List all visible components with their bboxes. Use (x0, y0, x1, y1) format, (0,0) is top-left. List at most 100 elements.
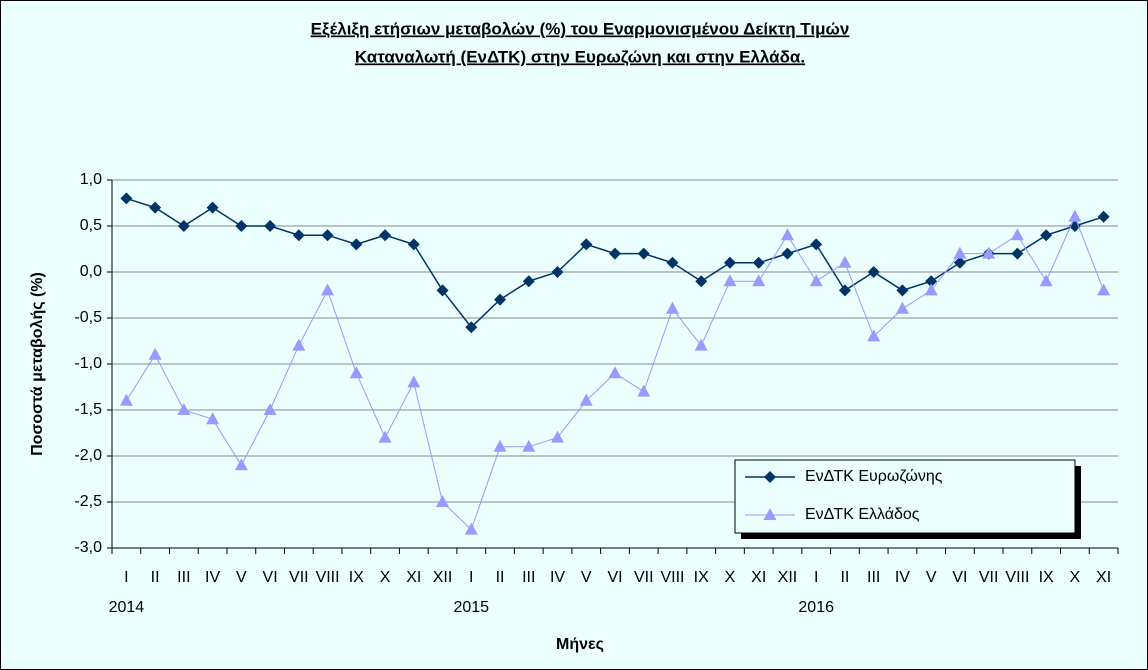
x-axis-label: Μήνες (556, 636, 604, 653)
point (838, 284, 851, 297)
y-tick-label: 0,5 (80, 217, 102, 234)
point (1097, 210, 1110, 223)
point (436, 495, 450, 507)
point (780, 228, 794, 241)
point (1010, 228, 1024, 241)
point (665, 301, 679, 314)
x-tick-label: V (581, 569, 592, 586)
x-tick-label: XI (1096, 569, 1111, 586)
point (149, 201, 162, 214)
y-tick-label: -1,5 (74, 401, 102, 418)
point (810, 238, 823, 251)
point (264, 220, 277, 232)
point (752, 256, 765, 269)
point (349, 366, 363, 379)
point (781, 247, 794, 260)
point (177, 403, 191, 415)
point (1040, 229, 1053, 242)
point (494, 293, 507, 306)
x-tick-label: IX (1039, 569, 1054, 586)
point (609, 247, 621, 260)
point (407, 375, 421, 388)
point (263, 403, 277, 415)
point (723, 274, 737, 287)
point (579, 393, 593, 406)
x-tick-label: VIII (660, 569, 684, 586)
x-tick-label: V (236, 569, 247, 586)
y-tick-label: -0,5 (74, 309, 102, 326)
y-axis-label: Ποσοστά μεταβολής (%) (29, 272, 46, 456)
point (764, 471, 776, 483)
x-tick-label: VII (634, 569, 654, 586)
point (551, 430, 565, 443)
point (235, 220, 248, 232)
point (407, 238, 420, 251)
x-tick-label: II (496, 569, 505, 586)
x-tick-label: IX (694, 569, 709, 586)
x-tick-label: X (1070, 569, 1081, 586)
x-tick-label: I (124, 569, 128, 586)
point (177, 220, 190, 232)
point (292, 229, 305, 242)
x-tick-label: X (380, 569, 391, 586)
year-label: 2015 (453, 599, 489, 616)
point (666, 256, 679, 269)
point (695, 275, 708, 288)
x-tick-label: IV (550, 569, 565, 586)
point (551, 266, 564, 278)
x-tick-label: VII (289, 569, 309, 586)
y-tick-label: 0,0 (80, 263, 102, 280)
x-tick-label: VI (607, 569, 622, 586)
point (608, 366, 622, 379)
x-tick-label: VI (263, 569, 278, 586)
point (896, 284, 909, 297)
year-label: 2014 (109, 599, 145, 616)
legend (734, 459, 1076, 534)
point (752, 274, 766, 287)
point (1011, 247, 1024, 260)
x-tick-label: X (725, 569, 736, 586)
point (522, 275, 535, 288)
x-tick-label: IX (349, 569, 364, 586)
point (522, 439, 536, 452)
point (465, 321, 478, 334)
x-tick-label: VI (952, 569, 967, 586)
point (580, 238, 593, 251)
point (895, 301, 909, 314)
x-tick-label: I (814, 569, 818, 586)
point (350, 238, 363, 251)
point (379, 229, 392, 242)
x-tick-label: IV (205, 569, 220, 586)
point (953, 256, 966, 269)
point (1068, 209, 1082, 222)
point (867, 266, 880, 278)
chart-title: Καταναλωτή (ΕνΔΤΚ) στην Ευρωζώνη και στη… (355, 47, 805, 66)
chart-title: Εξέλιξη ετήσιων μεταβολών (%) του Εναρμο… (311, 19, 850, 38)
x-tick-label: III (867, 569, 880, 586)
point (1097, 283, 1111, 296)
legend-label: ΕνΔΤΚ Ευρωζώνης (805, 468, 943, 485)
point (148, 347, 162, 360)
point (838, 255, 852, 268)
x-tick-label: XII (778, 569, 798, 586)
point (694, 338, 708, 351)
x-tick-label: VII (979, 569, 999, 586)
x-tick-label: XI (751, 569, 766, 586)
y-tick-label: -2,5 (74, 493, 102, 510)
point (436, 284, 449, 297)
point (292, 338, 306, 351)
x-tick-label: III (522, 569, 535, 586)
point (378, 430, 392, 443)
y-tick-label: -3,0 (74, 539, 102, 556)
point (723, 256, 736, 269)
point (119, 393, 133, 406)
point (809, 274, 823, 287)
point (493, 439, 507, 452)
x-tick-label: IV (895, 569, 910, 586)
point (1039, 274, 1053, 287)
point (924, 283, 938, 296)
y-tick-label: 1,0 (80, 171, 102, 188)
